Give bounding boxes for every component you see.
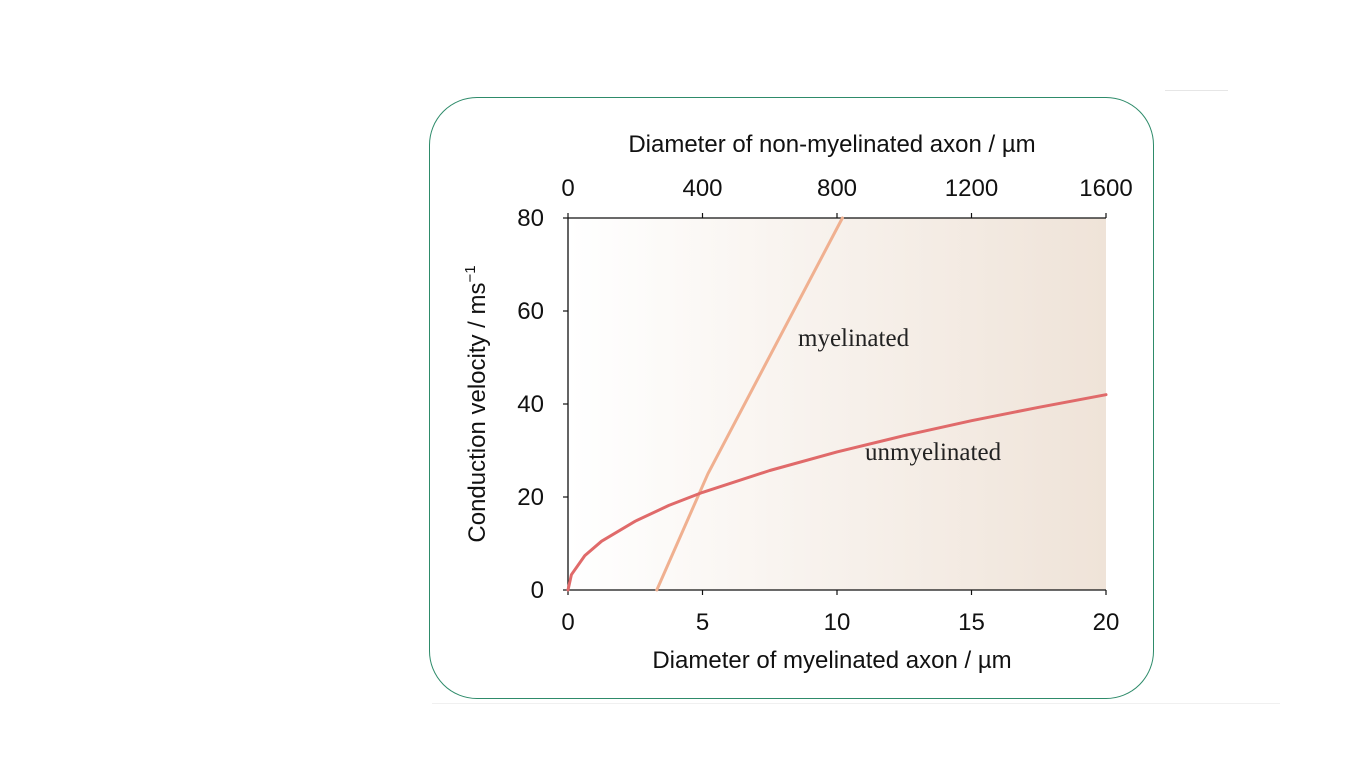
y-tick-label: 80: [517, 205, 544, 232]
x-top-tick-label: 0: [561, 175, 574, 202]
series-label-myelinated: myelinated: [798, 325, 910, 352]
x-top-tick-label: 400: [682, 175, 722, 202]
y-axis-label-text: Conduction velocity / ms: [464, 283, 491, 543]
y-tick-label: 40: [517, 391, 544, 418]
chart-frame: [429, 97, 1154, 699]
x-bottom-tick-label: 0: [561, 609, 574, 636]
x-top-axis-label: Diameter of non-myelinated axon / µm: [628, 131, 1035, 158]
y-axis-label: Conduction velocity / ms−1: [462, 265, 491, 542]
x-bottom-axis-label: Diameter of myelinated axon / µm: [652, 647, 1011, 674]
y-tick-label: 0: [531, 577, 544, 604]
series-layer: [566, 216, 1108, 592]
y-tick-label: 60: [517, 298, 544, 325]
x-bottom-tick-label: 10: [824, 609, 851, 636]
y-axis-label-superscript: −1: [462, 265, 479, 282]
series-line-myelinated: [655, 216, 844, 592]
series-label-unmyelinated: unmyelinated: [865, 439, 1002, 466]
decorative-line: [432, 703, 1280, 704]
x-bottom-tick-label: 15: [958, 609, 985, 636]
y-tick-label: 20: [517, 484, 544, 511]
x-bottom-tick-label: 5: [696, 609, 709, 636]
x-top-tick-label: 1200: [945, 175, 998, 202]
series-line-unmyelinated: [566, 393, 1108, 592]
decorative-line: [1165, 90, 1228, 91]
x-top-tick-label: 800: [817, 175, 857, 202]
x-top-tick-label: 1600: [1079, 175, 1132, 202]
x-bottom-tick-label: 20: [1093, 609, 1120, 636]
plot-area: [568, 218, 1106, 590]
